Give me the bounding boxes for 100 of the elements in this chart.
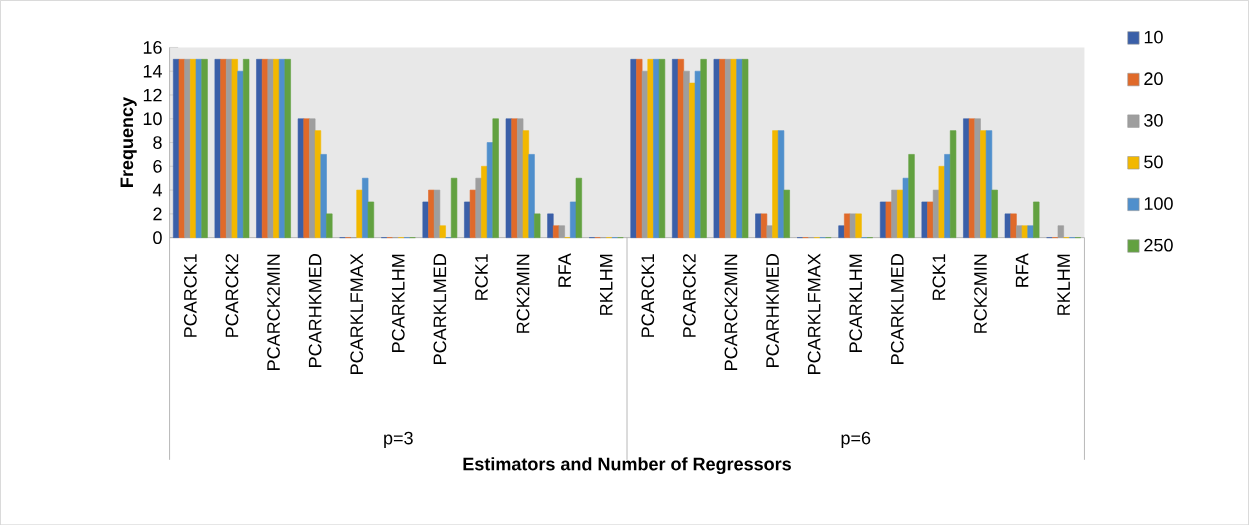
x-axis-title: Estimators and Number of Regressors [463,457,791,474]
x-tick-label: PCARKLHM [849,254,863,352]
x-tick-label: RKLHM [600,254,613,315]
x-tick-label: PCARCK2 [225,254,239,337]
x-tick-label: PCARCK2MIN [267,254,280,370]
bar [1004,213,1011,238]
y-tick-label: 10 [143,112,162,126]
bar [475,177,482,238]
x-tick-label: RKLHM [1057,254,1070,315]
bar [630,58,637,238]
bar [547,213,554,238]
bar [760,213,768,238]
bar [968,118,976,238]
y-tick-label: 12 [143,88,162,102]
bar [314,130,322,238]
y-tick-label: 0 [153,231,162,244]
x-tick-label: PCARHKMED [766,253,779,367]
bar [980,130,987,238]
x-tick-label: PCARKLFMAX [350,253,364,374]
x-tick-label: PCARCK1 [641,253,655,337]
bar [849,213,857,238]
bar [908,153,915,238]
bar [694,70,702,238]
bar [1033,201,1040,238]
bar [439,225,446,238]
bar [303,118,310,238]
bar [534,213,541,238]
y-tick-label: 4 [152,183,162,197]
bar [1027,225,1034,238]
x-tick-label: RCK1 [932,253,946,300]
bar [658,58,666,238]
bar [719,58,726,238]
bar [297,118,305,238]
bar [492,118,499,238]
bar [777,130,785,238]
bar [683,70,690,238]
bar [755,213,762,238]
bar [356,189,363,238]
bar [220,58,227,238]
y-tick-label: 16 [143,40,162,54]
bar [214,58,221,238]
x-tick-label: PCARCK2MIN [724,254,738,370]
bar [362,177,369,238]
bar [575,177,582,238]
bar [522,130,530,238]
bar [974,118,981,238]
y-tick-label: 14 [143,64,162,78]
bar [677,58,684,238]
text: p=6 [841,431,871,448]
bar [647,58,654,238]
bar [991,189,998,238]
x-tick-label: PCARKLFMAX [807,253,821,374]
bar [195,58,203,238]
bar [433,189,441,238]
bar [1010,213,1017,238]
bar [450,177,458,238]
bar [838,225,845,238]
legend-label: 100 [1144,197,1173,210]
y-tick-label: 2 [153,207,162,220]
bar [653,58,660,238]
bar [902,177,909,238]
bar [178,58,185,238]
bar [273,58,280,238]
x-tick-label: RCK2MIN [974,254,987,333]
bar [766,225,773,238]
y-tick-label: 6 [153,159,162,173]
bar [511,118,518,238]
bar [891,189,898,238]
bar [505,118,512,238]
x-tick-label: RCK2MIN [516,254,530,333]
bar [938,165,945,238]
bar [736,58,743,238]
bar [367,201,375,238]
x-tick-label: RFA [558,253,571,287]
x-tick-label: PCARCK1 [183,253,197,337]
bar [558,225,565,238]
x-tick-label: PCARHKMED [308,253,322,367]
bar [486,142,494,238]
bar [783,189,790,238]
bar [885,201,892,238]
bar [469,189,477,238]
bar [985,130,993,238]
bar [428,189,435,238]
bar [243,58,250,238]
bar [944,153,951,238]
bar [237,70,244,238]
bar [730,58,737,238]
bar [772,130,779,238]
bar [855,213,862,238]
bar [921,201,928,238]
legend-label: 20 [1144,72,1163,85]
bar [326,213,333,238]
x-tick-label: RCK1 [475,253,488,300]
bar [201,58,208,238]
text: p=3 [384,431,413,448]
legend-label: 30 [1144,113,1163,127]
bar [267,58,274,238]
y-axis-title: Frequency [120,96,137,187]
bar [1021,225,1029,238]
bar [742,58,749,238]
